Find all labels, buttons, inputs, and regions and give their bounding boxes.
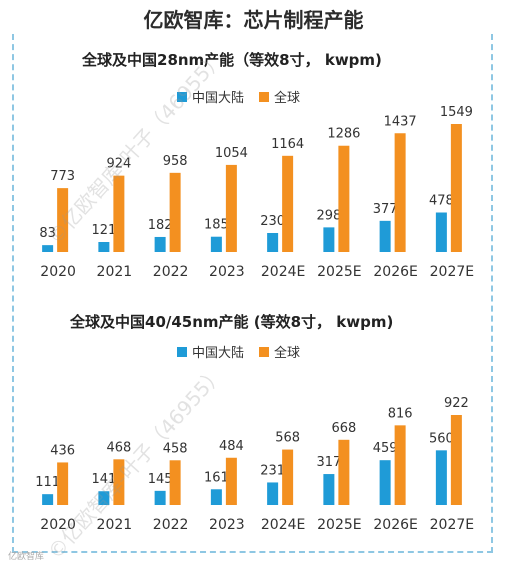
data-label: 317	[316, 455, 341, 470]
data-label: 1549	[440, 105, 473, 120]
data-label: 568	[275, 431, 300, 446]
bar	[282, 155, 294, 252]
bar	[225, 457, 237, 505]
legend-label: 全球	[274, 90, 300, 106]
data-label: 816	[388, 406, 413, 421]
bar	[210, 236, 222, 252]
tick-label: 2024E	[261, 264, 305, 280]
data-label: 922	[444, 396, 469, 411]
data-label: 145	[148, 472, 173, 487]
data-label: 1286	[327, 127, 360, 142]
data-label: 560	[429, 431, 454, 446]
legend-swatch	[259, 347, 269, 357]
bar	[154, 490, 166, 505]
page-title: 亿欧智库：芯片制程产能	[0, 4, 507, 33]
data-label: 459	[373, 441, 398, 456]
data-label: 182	[148, 218, 173, 233]
legend-swatch	[177, 347, 187, 357]
data-label: 83	[39, 226, 56, 241]
data-label: 436	[50, 443, 75, 458]
data-label: 668	[331, 421, 356, 436]
bar	[113, 175, 125, 252]
bar	[169, 460, 181, 505]
bar	[450, 124, 462, 252]
tick-label: 2021	[97, 517, 133, 533]
data-label: 231	[260, 463, 285, 478]
legend-swatch	[177, 92, 187, 102]
bar	[379, 460, 391, 505]
bar	[435, 212, 447, 252]
tick-label: 2023	[209, 264, 245, 280]
legend-label: 中国大陆	[192, 90, 244, 106]
tick-label: 2020	[40, 264, 76, 280]
bar	[323, 227, 335, 252]
bar	[98, 491, 110, 505]
data-label: 458	[163, 441, 188, 456]
bar	[394, 425, 406, 505]
bar	[338, 439, 350, 505]
bar	[267, 482, 279, 505]
bar	[435, 450, 447, 505]
tick-label: 2021	[97, 264, 133, 280]
data-label: 121	[91, 223, 116, 238]
bar	[154, 236, 166, 252]
data-label: 478	[429, 194, 454, 209]
data-label: 141	[91, 472, 116, 487]
data-label: 773	[50, 169, 75, 184]
data-label: 1164	[271, 137, 304, 152]
bar	[394, 133, 406, 252]
bar	[42, 245, 54, 252]
tick-label: 2023	[209, 517, 245, 533]
data-label: 484	[219, 439, 244, 454]
data-label: 1437	[384, 114, 417, 129]
bar	[282, 449, 294, 505]
chart-40-45nm: 全球及中国40/45nm产能 (等效8寸， kwpm) 中国大陆 全球 111 436 2…	[35, 313, 474, 533]
data-label: 1054	[215, 146, 248, 161]
tick-label: 2026E	[373, 264, 417, 280]
bar	[379, 220, 391, 252]
legend-swatch	[259, 92, 269, 102]
bar	[98, 242, 110, 252]
data-label: 230	[260, 214, 285, 229]
chart-title: 全球及中国40/45nm产能 (等效8寸， kwpm)	[69, 313, 393, 331]
bar	[338, 145, 350, 252]
data-label: 924	[106, 157, 131, 172]
logo: 亿欧智库	[8, 552, 45, 562]
data-label: 298	[316, 208, 341, 223]
legend-label: 全球	[274, 345, 300, 361]
bar	[225, 164, 237, 252]
bar	[323, 474, 335, 505]
bar	[210, 489, 222, 505]
data-label: 111	[35, 475, 60, 490]
chart-title: 全球及中国28nm产能（等效8寸， kwpm)	[81, 51, 382, 69]
bar	[169, 172, 181, 252]
data-label: 161	[204, 470, 229, 485]
bar	[113, 459, 125, 505]
bar	[450, 415, 462, 505]
data-label: 958	[163, 154, 188, 169]
tick-label: 2027E	[430, 517, 474, 533]
tick-label: 2022	[153, 264, 189, 280]
chart-28nm: 全球及中国28nm产能（等效8寸， kwpm) 中国大陆 全球 83 773 2020 12…	[39, 51, 474, 280]
data-label: 185	[204, 218, 229, 233]
bar	[42, 494, 54, 505]
bar	[57, 462, 69, 505]
legend-label: 中国大陆	[192, 345, 244, 361]
data-label: 468	[106, 440, 131, 455]
tick-label: 2020	[40, 517, 76, 533]
tick-label: 2025E	[317, 264, 361, 280]
bar	[267, 232, 279, 252]
tick-label: 2025E	[317, 517, 361, 533]
tick-label: 2027E	[430, 264, 474, 280]
tick-label: 2022	[153, 517, 189, 533]
data-label: 377	[373, 202, 398, 217]
tick-label: 2026E	[373, 517, 417, 533]
bar	[57, 188, 69, 252]
tick-label: 2024E	[261, 517, 305, 533]
